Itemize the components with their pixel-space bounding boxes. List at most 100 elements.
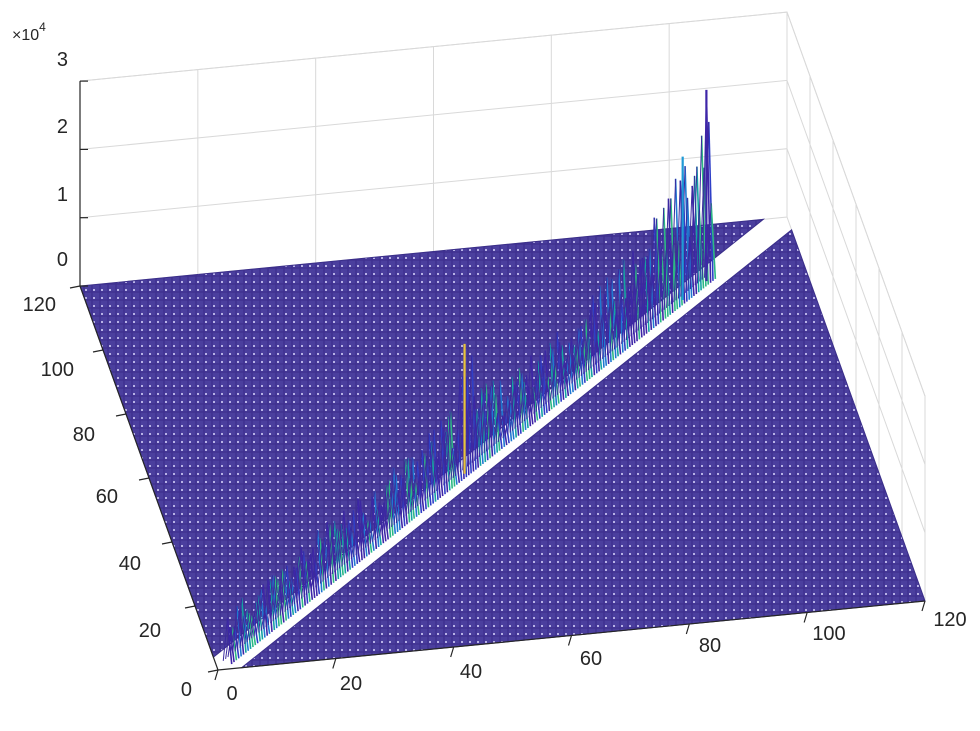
ridge-spike <box>373 491 380 548</box>
ridge-spike <box>327 530 333 578</box>
ridge-spike <box>263 579 269 629</box>
ridge-spike <box>229 626 236 656</box>
z-tick-label: 2 <box>57 116 68 138</box>
ridge-spike <box>570 338 577 391</box>
ridge-spike <box>419 453 425 505</box>
ridge-spike <box>512 381 518 431</box>
ridge-spike <box>234 609 240 652</box>
ridge-spike <box>563 361 570 397</box>
ridge-spike <box>516 373 522 427</box>
ridge-spike <box>661 250 667 312</box>
ridge-spike <box>414 473 421 509</box>
ridge-spike <box>368 520 375 551</box>
ridge-spike <box>272 578 278 622</box>
ridge-spike <box>535 355 541 412</box>
back-grid <box>79 11 926 602</box>
ridge-spike <box>611 310 617 352</box>
ridge-spike <box>647 265 653 324</box>
ridge-spike <box>225 626 231 660</box>
ridge-spike <box>481 383 487 456</box>
ridge-spike <box>457 375 463 475</box>
ridge-spike <box>602 277 608 359</box>
ridge-spike <box>665 250 672 315</box>
ridge-spike <box>540 350 546 408</box>
y-tick-mark <box>92 349 104 353</box>
ridge-spike <box>264 605 271 634</box>
ridge-spike <box>436 420 442 492</box>
ridge-spike <box>474 408 480 461</box>
ridge-spike <box>381 485 387 535</box>
ridge-spike <box>289 566 295 609</box>
ridge-spike <box>241 609 247 646</box>
ridge-spike <box>317 543 323 586</box>
ridge-spike <box>329 521 335 576</box>
ridge-spike <box>227 627 233 658</box>
ridge-spike <box>300 546 307 606</box>
ridge-spike <box>613 269 620 350</box>
ridge-spike <box>451 448 458 485</box>
ridge-spike <box>699 167 705 282</box>
ridge-spike <box>398 478 404 522</box>
ridge-spike <box>561 358 568 392</box>
ridge-spike <box>359 500 366 559</box>
ridge-spike <box>576 326 582 380</box>
ridge-spike <box>658 207 665 314</box>
ridge-spike <box>255 589 262 635</box>
x-tick-label: 20 <box>340 673 362 695</box>
ridge-spike <box>656 246 662 316</box>
ridge-spike <box>336 524 342 571</box>
ridge-spike <box>331 528 338 575</box>
ridge-spike <box>675 180 681 301</box>
x-tick-label: 40 <box>460 661 482 683</box>
ridge-spike <box>300 561 307 599</box>
x-tick-label: 80 <box>699 635 721 657</box>
ridge-spike <box>471 409 477 463</box>
ridge-spike <box>528 387 534 418</box>
ridge-spike <box>233 626 240 659</box>
ridge-spike <box>590 303 596 369</box>
ridge-spike <box>621 298 627 344</box>
ridge-spike <box>509 384 515 433</box>
ridge-spike <box>577 328 584 385</box>
ridge-spike <box>353 498 359 558</box>
ridge-spike <box>530 375 537 416</box>
ridge-spike <box>240 597 247 653</box>
z-axis-ticks: 0 1 2 3 <box>57 49 68 271</box>
ridge-spike <box>410 479 416 512</box>
y-tick-mark <box>115 413 127 417</box>
ridge-spike <box>244 613 250 644</box>
ridge-spike <box>438 427 444 490</box>
ridge-spike <box>365 520 371 548</box>
ridge-spike <box>282 565 288 614</box>
ridge-spike <box>587 295 594 371</box>
ridge-spike <box>696 135 703 284</box>
ridge-spike <box>302 551 309 604</box>
ridge-spike <box>502 396 508 439</box>
ridge-spike <box>333 520 340 580</box>
y-tick-label: 80 <box>73 424 95 446</box>
ridge-spike <box>687 185 693 291</box>
ridge-spike <box>632 274 639 335</box>
y-tick-label: 40 <box>119 553 141 575</box>
ridge-spike <box>326 521 333 585</box>
ridge-spike <box>232 606 238 654</box>
ridge-spike <box>367 496 373 546</box>
ridge-spike <box>666 198 672 308</box>
ridge-spike <box>417 449 423 507</box>
ridge-spike <box>371 496 378 549</box>
ridge-spike <box>355 500 361 556</box>
ridge-spike <box>277 569 283 618</box>
ridge-spike <box>361 512 368 557</box>
ridge-spike <box>251 601 257 639</box>
ridge-spike <box>554 342 560 397</box>
x-axis-ticks: 0 20 40 60 80 100 120 <box>226 609 966 705</box>
ridge-spike <box>483 393 489 454</box>
ridge-spike <box>402 457 409 518</box>
ridge-spike <box>627 287 634 346</box>
ridge-spike <box>694 210 700 286</box>
ridge-spike <box>308 547 314 593</box>
ridge-spike <box>354 531 361 563</box>
ridge-spike <box>599 293 605 361</box>
ridge-spike <box>566 338 572 388</box>
ridge-spike <box>362 520 368 550</box>
